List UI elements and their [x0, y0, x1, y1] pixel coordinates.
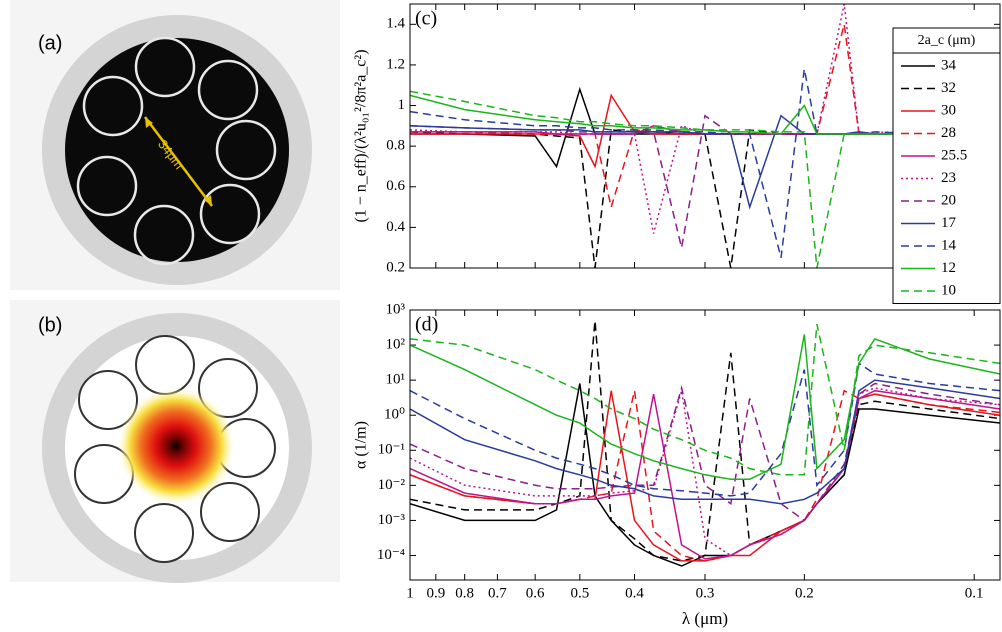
legend-label: 10: [941, 282, 956, 298]
legend-label: 14: [941, 237, 957, 253]
series-line: [410, 379, 1000, 505]
series-line: [410, 90, 1000, 268]
x-tick-label: 0.5: [570, 585, 589, 601]
panel-label: (d): [415, 314, 438, 336]
series-line: [410, 334, 1000, 480]
y-tick-label: 10⁻⁴: [377, 547, 405, 563]
panel-a: 34μm (a): [10, 0, 340, 290]
legend-label: 25.5: [941, 147, 967, 163]
y-axis-label: α (1/m): [353, 421, 370, 469]
legend-box: [892, 27, 1001, 304]
capillaries: [74, 335, 276, 563]
y-tick-label: 1: [398, 97, 406, 113]
core: [65, 38, 289, 262]
x-tick-label: 0.2: [795, 585, 814, 601]
legend-label: 12: [941, 260, 956, 276]
arrow-head: [145, 117, 153, 128]
y-tick-label: 0.2: [386, 259, 405, 275]
legend-label: 34: [941, 57, 957, 73]
y-axis-label: (1 − n_eff)/(λ²u₀₁²/8π²a_c²): [353, 49, 370, 222]
series-group: [410, 320, 1000, 567]
x-tick-label: 0.9: [426, 585, 445, 601]
x-tick-label: 0.7: [488, 585, 507, 601]
y-tick-label: 10¹: [386, 372, 406, 388]
panel-label: (a): [38, 32, 62, 54]
series-line: [410, 323, 1000, 476]
legend-label: 30: [941, 102, 956, 118]
y-tick-label: 10⁰: [384, 407, 405, 423]
series-line: [410, 320, 1000, 562]
series-group: [410, 4, 1000, 268]
chart: 0.2 0.4 0.6 0.8 1 1.2 1.4 (c) (1 − n_eff)/(λ²u₀₁…: [353, 3, 1001, 275]
y-tick-label: 10⁻²: [378, 477, 406, 493]
series-line: [410, 389, 1000, 560]
panel-label: (b): [38, 314, 62, 336]
chart: 10⁻⁴ 10⁻³ 10⁻² 10⁻¹ 10⁰ 10¹ 10² 10³ 1 0.9 0.8 0.7 0.…: [353, 301, 1001, 628]
x-tick-label: 0.3: [696, 585, 715, 601]
legend-label: 32: [941, 80, 956, 96]
series-line: [410, 390, 1000, 562]
legend: 2a_c (μm) 34 32 30 28 25.5 23 20 17 14 12 10: [892, 27, 1001, 304]
y-tick-label: 10⁻¹: [378, 442, 405, 458]
y-tick-label: 1.2: [386, 56, 405, 72]
plot-frame: [409, 309, 1001, 581]
series-line: [410, 24, 1000, 211]
x-axis-label: λ (μm): [682, 609, 728, 628]
series-line: [410, 114, 1000, 210]
legend-title: 2a_c (μm): [918, 33, 976, 48]
y-tick-label: 0.8: [386, 138, 405, 154]
legend-label: 28: [941, 125, 956, 141]
y-tick-label: 0.6: [386, 178, 405, 194]
x-tick-label: 0.1: [965, 585, 984, 601]
x-tick-label: 0.8: [455, 585, 474, 601]
x-tick-label: 0.6: [526, 585, 545, 601]
y-tick-label: 1.4: [386, 16, 405, 32]
panel-label: (c): [415, 8, 437, 30]
legend-label: 17: [941, 215, 957, 231]
arrow-head: [204, 195, 212, 206]
y-tick-label: 0.4: [386, 219, 405, 235]
y-tick-label: 10⁻³: [378, 512, 406, 528]
x-tick-label: 1: [406, 585, 414, 601]
arrow: [144, 116, 213, 207]
x-tick-label: 0.4: [625, 585, 644, 601]
series-line: [410, 389, 1000, 562]
mode-profile: [118, 388, 234, 504]
legend-label: 20: [941, 192, 956, 208]
y-tick-label: 10²: [386, 337, 406, 353]
panel-b: (b): [10, 300, 340, 583]
capillaries: [76, 36, 277, 266]
legend-label: 23: [941, 170, 956, 186]
y-tick-label: 10³: [386, 301, 406, 317]
